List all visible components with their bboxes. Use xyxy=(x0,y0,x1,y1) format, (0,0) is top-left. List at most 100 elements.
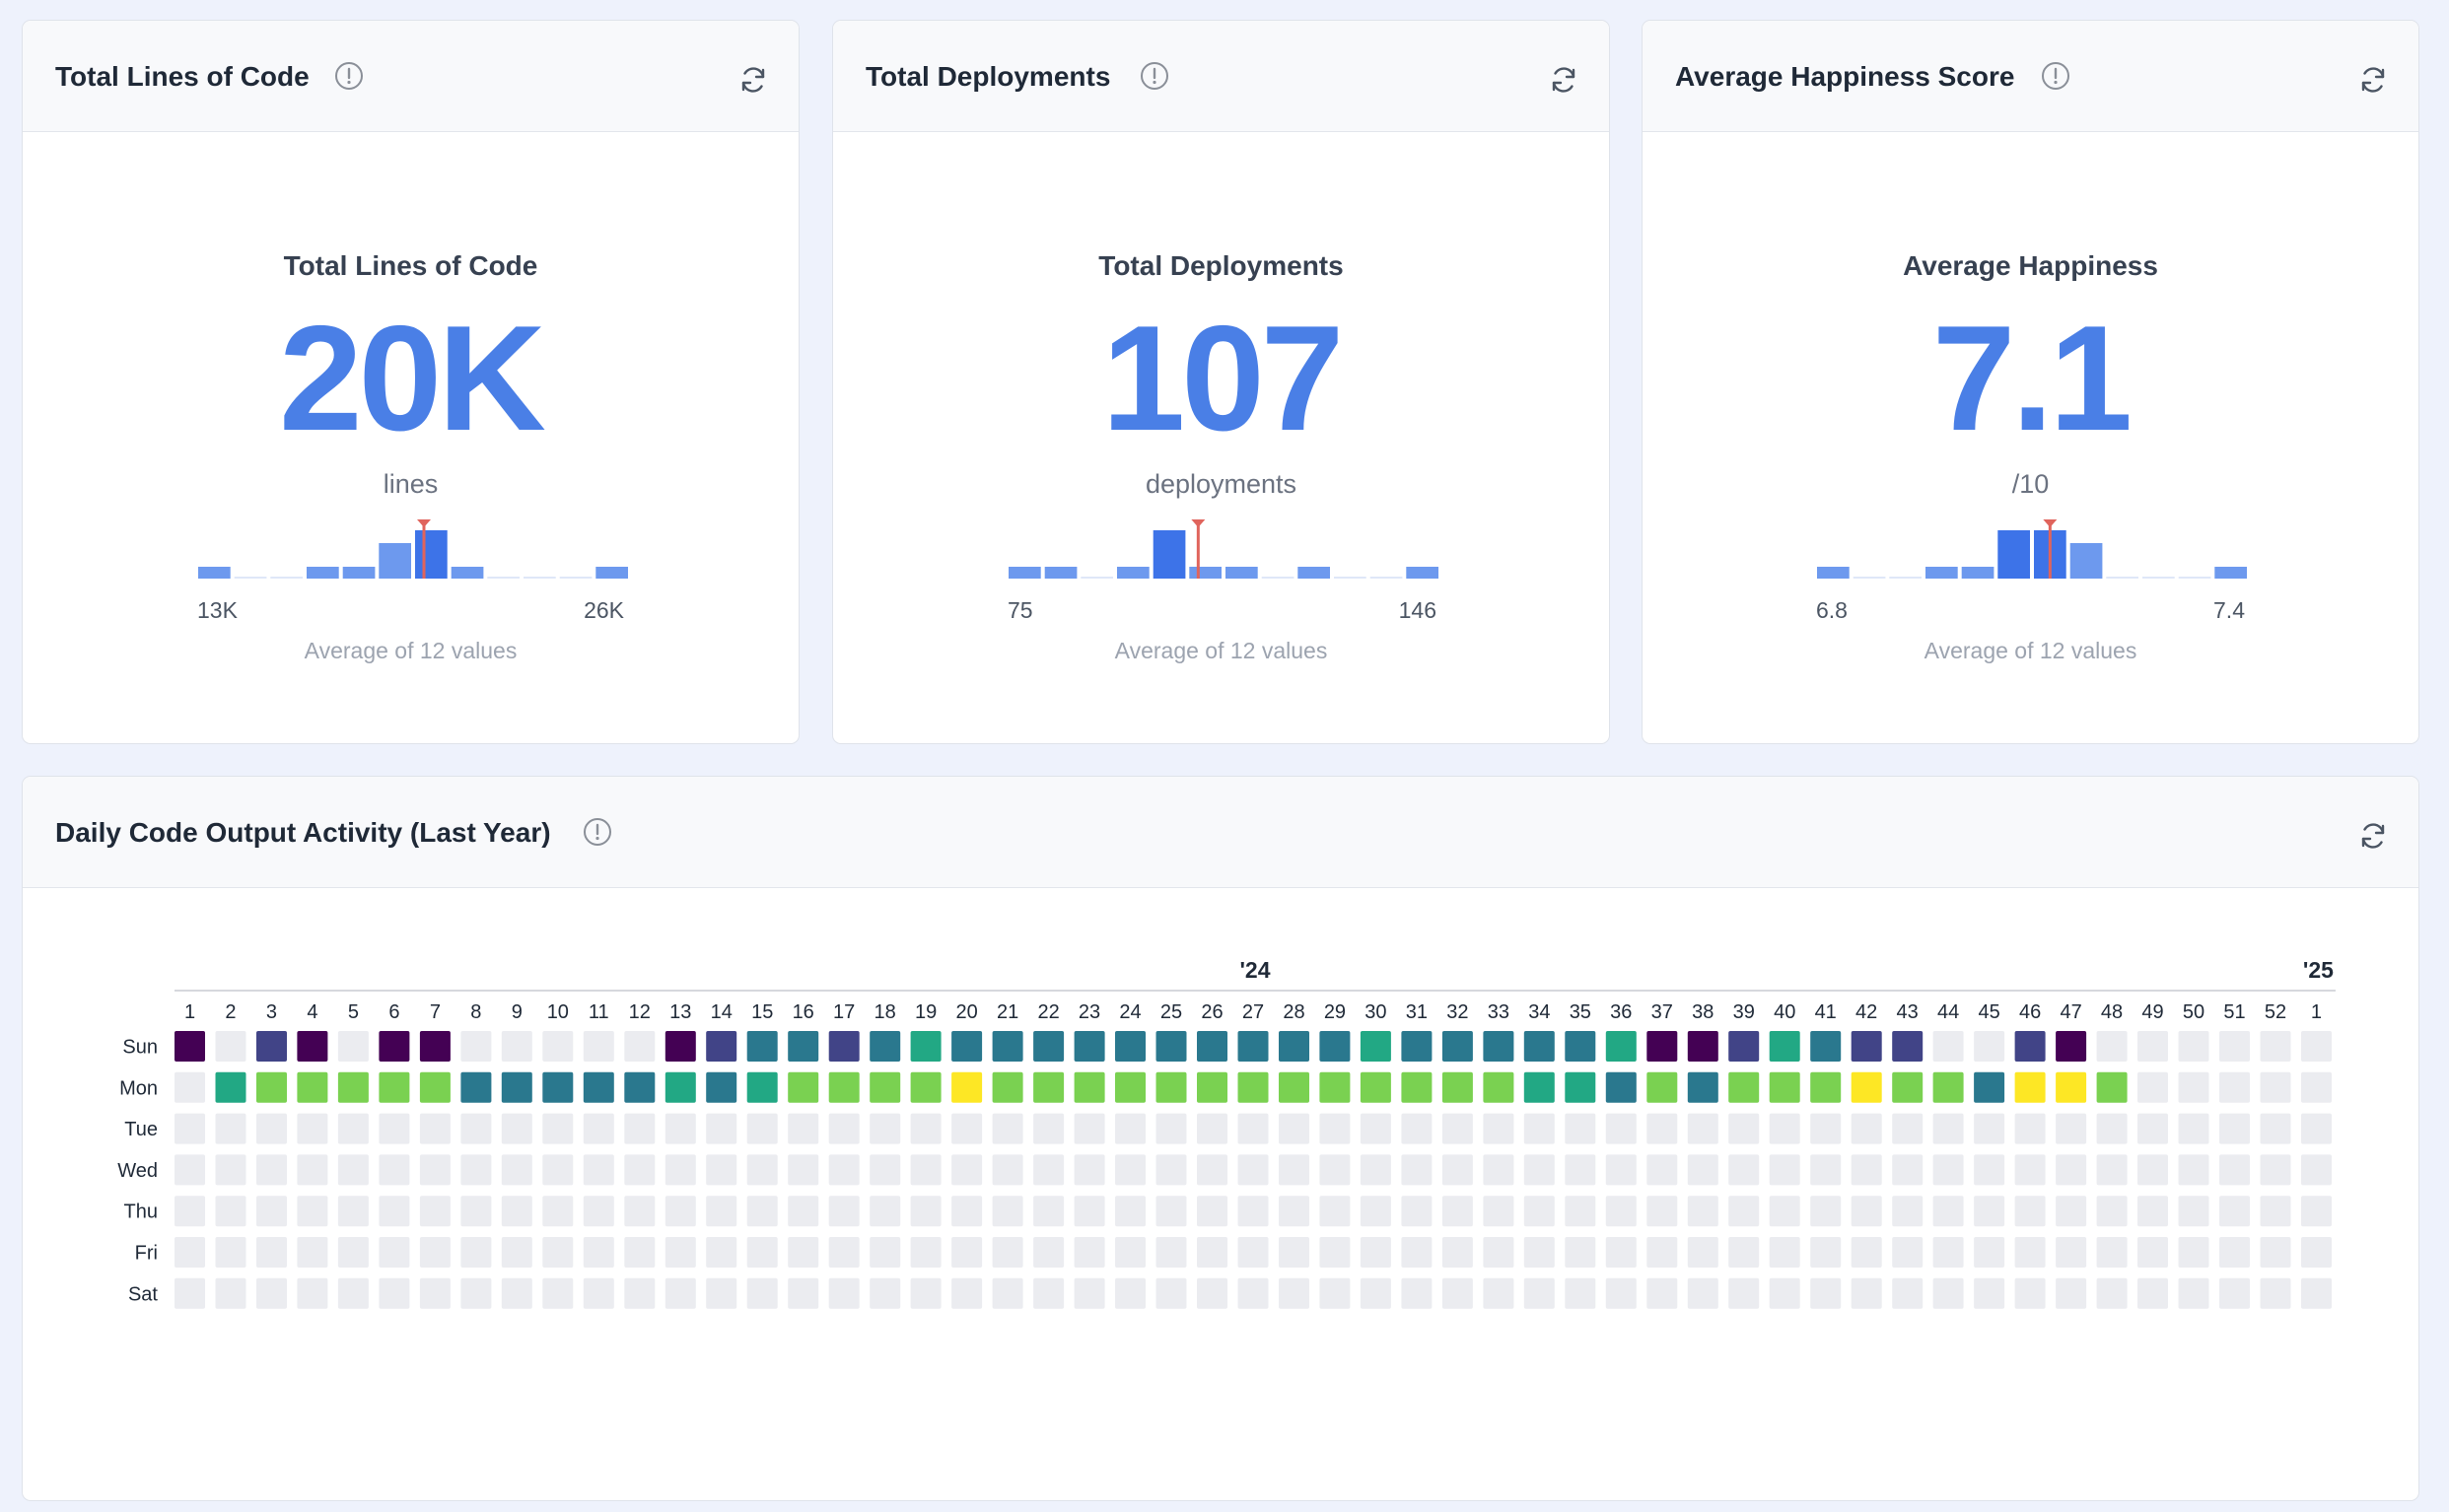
day-label: Tue xyxy=(124,1119,158,1140)
info-icon[interactable] xyxy=(2040,60,2071,92)
heatmap-cell xyxy=(583,1113,614,1144)
card-title: Total Lines of Code xyxy=(55,61,310,92)
heatmap-cell xyxy=(1810,1237,1842,1268)
histogram-bar xyxy=(1189,567,1222,579)
heatmap-cell xyxy=(1360,1071,1391,1103)
heatmap-cell xyxy=(2260,1277,2291,1309)
heatmap-cell xyxy=(1932,1277,1964,1309)
info-icon[interactable] xyxy=(1139,60,1170,92)
heatmap-cell xyxy=(788,1196,819,1227)
heatmap-cell xyxy=(1687,1196,1718,1227)
heatmap-cell xyxy=(870,1277,901,1309)
heatmap-cell xyxy=(1441,1154,1473,1186)
heatmap-cell xyxy=(1033,1071,1065,1103)
heatmap-cell xyxy=(1523,1237,1555,1268)
heatmap-cell xyxy=(1279,1113,1309,1144)
heatmap-cell xyxy=(297,1154,328,1186)
kpi-note: Average of 12 values xyxy=(1114,638,1328,663)
heatmap-cell xyxy=(2178,1031,2209,1062)
info-icon[interactable] xyxy=(333,60,365,92)
heatmap-cell xyxy=(1565,1277,1596,1309)
heatmap-cell xyxy=(297,1031,328,1062)
histogram-bar xyxy=(1334,577,1366,579)
heatmap-cell xyxy=(1483,1196,1514,1227)
refresh-icon[interactable] xyxy=(737,64,769,96)
week-label: 14 xyxy=(711,1001,733,1023)
heatmap-cell xyxy=(951,1071,983,1103)
heatmap-cell xyxy=(256,1277,287,1309)
heatmap-cell xyxy=(1197,1154,1227,1186)
heatmap-cell xyxy=(992,1237,1023,1268)
heatmap-cell xyxy=(460,1031,492,1062)
heatmap-cell xyxy=(1605,1277,1637,1309)
heatmap-cell xyxy=(2219,1113,2250,1144)
week-label: 8 xyxy=(470,1001,481,1023)
heatmap-cell xyxy=(1279,1031,1309,1062)
histogram-bar xyxy=(1261,577,1294,579)
week-label: 50 xyxy=(2183,1001,2204,1023)
heatmap-cell xyxy=(1932,1071,1964,1103)
heatmap-cell xyxy=(1197,1196,1227,1227)
heatmap-cell xyxy=(215,1031,246,1062)
info-icon[interactable] xyxy=(582,816,613,848)
heatmap-cell xyxy=(828,1277,860,1309)
kpi-note: Average of 12 values xyxy=(304,638,518,663)
heatmap-cell xyxy=(460,1237,492,1268)
heatmap-cell xyxy=(951,1031,983,1062)
heatmap-cell xyxy=(542,1071,574,1103)
heatmap-cell xyxy=(1319,1071,1351,1103)
heatmap-cell xyxy=(1279,1071,1309,1103)
heatmap-cell xyxy=(2301,1196,2332,1227)
refresh-icon[interactable] xyxy=(1548,64,1579,96)
heatmap-cell xyxy=(624,1196,656,1227)
heatmap-cell xyxy=(951,1113,983,1144)
heatmap-cell xyxy=(624,1071,656,1103)
heatmap-cell xyxy=(419,1154,451,1186)
week-label: 46 xyxy=(2019,1001,2041,1023)
heatmap-cell xyxy=(1155,1196,1187,1227)
heatmap-cell xyxy=(1115,1277,1146,1309)
heatmap-cell xyxy=(910,1071,942,1103)
heatmap-cell xyxy=(1155,1071,1187,1103)
heatmap-cell xyxy=(1237,1196,1269,1227)
card-header: Daily Code Output Activity (Last Year) xyxy=(23,777,2418,888)
heatmap-cell xyxy=(1155,1237,1187,1268)
heatmap-cell xyxy=(379,1277,410,1309)
heatmap-cell xyxy=(1360,1113,1391,1144)
heatmap-cell xyxy=(1115,1196,1146,1227)
heatmap-cell xyxy=(665,1277,696,1309)
heatmap-cell xyxy=(2014,1113,2046,1144)
heatmap-cell xyxy=(1360,1196,1391,1227)
year-label: '24 xyxy=(1239,957,1270,983)
heatmap-cell xyxy=(1115,1237,1146,1268)
heatmap-cell xyxy=(175,1196,205,1227)
heatmap-cell xyxy=(1115,1154,1146,1186)
heatmap-cell xyxy=(419,1031,451,1062)
heatmap-cell xyxy=(1687,1237,1718,1268)
heatmap-cell xyxy=(2096,1071,2128,1103)
kpi-note: Average of 12 values xyxy=(1924,638,2137,663)
heatmap-cell xyxy=(2137,1113,2168,1144)
week-label: 1 xyxy=(184,1001,195,1023)
heatmap-cell xyxy=(337,1277,369,1309)
heatmap-cell xyxy=(501,1237,532,1268)
heatmap-cell xyxy=(1033,1154,1065,1186)
week-label: 22 xyxy=(1037,1001,1059,1023)
week-label: 1 xyxy=(2311,1001,2322,1023)
heatmap-cell xyxy=(910,1277,942,1309)
week-label: 19 xyxy=(915,1001,937,1023)
heatmap-cell xyxy=(1279,1196,1309,1227)
refresh-icon[interactable] xyxy=(2357,64,2389,96)
refresh-icon[interactable] xyxy=(2357,820,2389,852)
heatmap-cell xyxy=(1646,1237,1678,1268)
heatmap-cell xyxy=(419,1071,451,1103)
week-label: 7 xyxy=(430,1001,441,1023)
week-label: 24 xyxy=(1119,1001,1141,1023)
heatmap-cell xyxy=(2056,1031,2087,1062)
heatmap-cell xyxy=(1565,1237,1596,1268)
heatmap-cell xyxy=(706,1237,737,1268)
kpi-unit: /10 xyxy=(2011,469,2050,499)
heatmap-cell xyxy=(2178,1154,2209,1186)
kpi-label: Average Happiness xyxy=(1903,250,2158,281)
heatmap-cell xyxy=(746,1113,778,1144)
